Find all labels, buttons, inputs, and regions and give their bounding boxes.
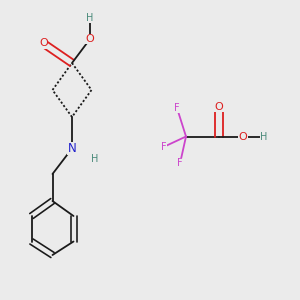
Text: F: F <box>177 158 183 169</box>
Text: F: F <box>161 142 166 152</box>
Text: H: H <box>86 13 94 23</box>
Text: H: H <box>91 154 98 164</box>
Text: N: N <box>68 142 76 155</box>
Text: O: O <box>39 38 48 49</box>
Text: F: F <box>174 103 180 113</box>
Text: O: O <box>238 131 247 142</box>
Text: O: O <box>85 34 94 44</box>
Text: O: O <box>214 101 224 112</box>
Text: H: H <box>260 131 268 142</box>
